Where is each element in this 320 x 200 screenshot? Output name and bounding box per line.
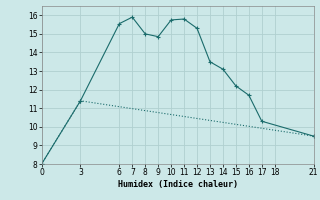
X-axis label: Humidex (Indice chaleur): Humidex (Indice chaleur) <box>118 180 237 189</box>
